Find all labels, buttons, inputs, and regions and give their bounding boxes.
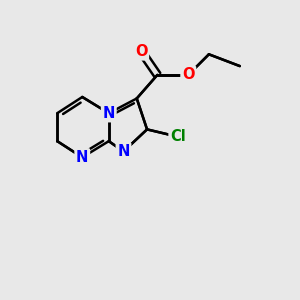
Text: N: N <box>76 150 88 165</box>
Text: O: O <box>135 44 147 59</box>
Text: N: N <box>103 106 115 121</box>
Text: O: O <box>182 68 194 82</box>
Text: N: N <box>117 144 130 159</box>
Text: Cl: Cl <box>170 129 186 144</box>
